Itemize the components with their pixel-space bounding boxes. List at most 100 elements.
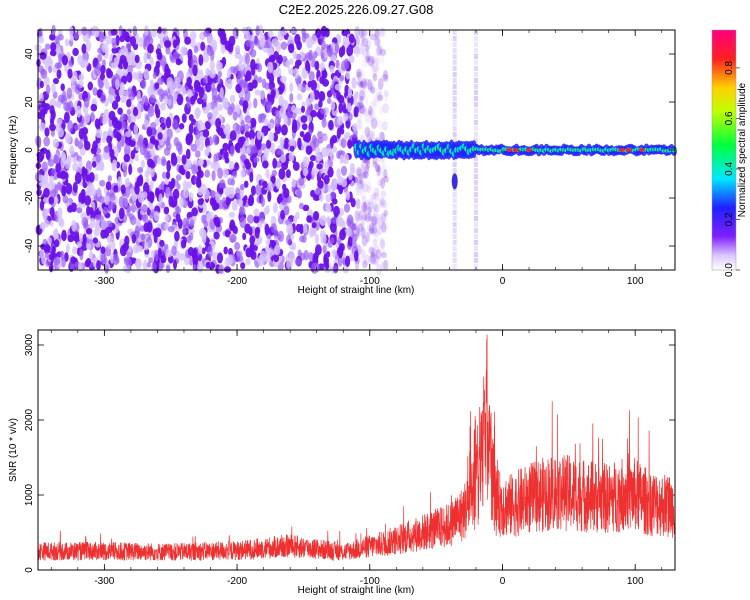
spectrogram-noise-cell xyxy=(113,185,119,193)
spectrogram-noise-cell xyxy=(347,102,352,113)
spectrogram-noise-cell xyxy=(245,258,251,266)
spectrogram-noise-cell xyxy=(55,162,62,174)
spectrogram-noise-cell xyxy=(376,120,383,130)
spectrogram-noise-cell xyxy=(75,105,82,118)
spectrogram-noise-cell xyxy=(380,189,387,198)
spectrogram-noise-cell xyxy=(188,192,194,202)
spectrogram-noise-cell xyxy=(291,242,297,251)
spectrogram-noise-cell xyxy=(357,98,364,105)
spectrogram-noise-cell xyxy=(355,102,362,112)
spectrogram-noise-cell xyxy=(98,30,105,43)
spectrogram-noise-cell xyxy=(92,87,98,96)
snr-x-tick-labels: -300 -200 -100 0 100 xyxy=(94,576,644,587)
spectrogram-noise-cell xyxy=(372,161,378,168)
spectrogram-noise-cell xyxy=(272,202,278,214)
spectrogram-noise-cell xyxy=(337,255,343,267)
spectrogram-noise-cell xyxy=(255,139,262,150)
spectrogram-noise-cell xyxy=(90,103,98,112)
spectrogram-noise-cell xyxy=(380,252,387,259)
spectrogram-noise-cell xyxy=(364,164,370,174)
spectrogram-noise-cell xyxy=(375,167,383,179)
spectrogram-noise-cell xyxy=(355,35,360,43)
spectrogram-noise-cell xyxy=(364,78,370,86)
spectrogram-noise-cell xyxy=(282,28,288,36)
spectrogram-noise-cell xyxy=(108,94,114,104)
spectrogram-noise-cell xyxy=(369,116,375,124)
spectrogram-noise-cell xyxy=(195,108,200,120)
spectrogram-band-cell xyxy=(451,173,458,190)
snr-x-tick-label: -300 xyxy=(94,576,114,587)
spectrogram-noise-cell xyxy=(236,251,242,259)
spectrogram-noise-cell xyxy=(87,81,94,91)
spectrogram-noise-cell xyxy=(335,59,340,69)
spectrogram-noise-cell xyxy=(46,236,52,246)
spectrogram-y-tick-label: -20 xyxy=(24,190,35,205)
spectrogram-noise-cell xyxy=(249,117,257,128)
spectrogram-noise-cell xyxy=(303,249,309,261)
spectrogram-noise-cell xyxy=(211,170,216,182)
spectrogram-noise-cell xyxy=(82,233,87,244)
spectrogram-noise-cell xyxy=(349,55,355,64)
spectrogram-noise-cell xyxy=(308,251,314,262)
spectrogram-noise-cell xyxy=(353,106,360,116)
spectrogram-noise-cell xyxy=(216,126,221,134)
spectrogram-noise-cell xyxy=(375,214,382,227)
spectrogram-noise-cell xyxy=(185,133,193,145)
spectrogram-streak-cell xyxy=(473,42,478,47)
spectrogram-noise-cell xyxy=(144,119,150,128)
spectrogram-streak-cell xyxy=(452,168,457,173)
spectrogram-noise-cell xyxy=(234,241,241,251)
spectrogram-streak-cell xyxy=(473,138,478,143)
spectrogram-noise-cell xyxy=(76,241,83,248)
spectrogram-noise-cell xyxy=(356,166,362,176)
spectrogram-noise-cell xyxy=(382,74,389,82)
spectrogram-streak-cell xyxy=(452,240,457,245)
spectrogram-noise-cell xyxy=(195,150,201,158)
spectrogram-noise-cell xyxy=(354,258,360,271)
spectrogram-noise-cell xyxy=(136,70,143,83)
spectrogram-noise-cell xyxy=(62,195,69,204)
spectrogram-noise-cell xyxy=(172,188,180,200)
spectrogram-noise-cell xyxy=(43,173,49,185)
spectrogram-noise-cell xyxy=(297,83,302,92)
spectrogram-noise-cell xyxy=(356,80,363,87)
spectrogram-noise-cell xyxy=(155,227,162,237)
spectrogram-noise-cell xyxy=(240,262,246,270)
spectrogram-noise-cell xyxy=(301,234,307,243)
spectrogram-noise-cell xyxy=(188,114,194,122)
spectrogram-noise-cell xyxy=(204,169,211,178)
spectrogram-noise-cell xyxy=(61,229,67,242)
spectrogram-noise-cell xyxy=(150,28,157,38)
spectrogram-noise-cell xyxy=(254,226,261,235)
spectrogram-noise-cell xyxy=(323,175,330,185)
spectrogram-noise-cell xyxy=(325,204,332,213)
spectrogram-noise-cell xyxy=(323,51,328,59)
spectrogram-noise-cell xyxy=(356,71,362,81)
spectrogram-streak-cell xyxy=(452,66,457,71)
spectrogram-noise-cell xyxy=(224,229,231,238)
spectrogram-noise-cell xyxy=(195,138,200,147)
spectrogram-noise-cell xyxy=(86,184,92,194)
spectrogram-noise-cell xyxy=(356,167,363,178)
spectrogram-noise-cell xyxy=(366,31,371,41)
spectrogram-noise-cell xyxy=(210,161,216,169)
spectrogram-noise-cell xyxy=(260,196,265,208)
spectrogram-noise-cell xyxy=(266,46,274,57)
snr-y-tick-label: 0 xyxy=(24,567,35,573)
spectrogram-streak-cell xyxy=(473,240,478,245)
spectrogram-noise-cell xyxy=(111,47,118,54)
spectrogram-noise-cell xyxy=(372,244,380,256)
spectrogram-noise-cell xyxy=(367,83,373,93)
spectrogram-noise-cell xyxy=(152,72,157,80)
spectrogram-streak-cell xyxy=(473,96,478,101)
snr-y-tick-label: 2000 xyxy=(24,408,35,431)
spectrogram-noise-cell xyxy=(222,203,228,211)
spectrogram-noise-cell xyxy=(68,25,74,38)
spectrogram-noise-cell xyxy=(377,225,383,236)
spectrogram-noise-cell xyxy=(321,69,328,79)
spectrogram-streak-cell xyxy=(452,102,457,107)
spectrogram-noise-cell xyxy=(191,207,198,217)
spectrogram-noise-cell xyxy=(363,254,370,266)
spectrogram-noise-cell xyxy=(247,214,254,224)
spectrogram-noise-cell xyxy=(170,177,176,188)
